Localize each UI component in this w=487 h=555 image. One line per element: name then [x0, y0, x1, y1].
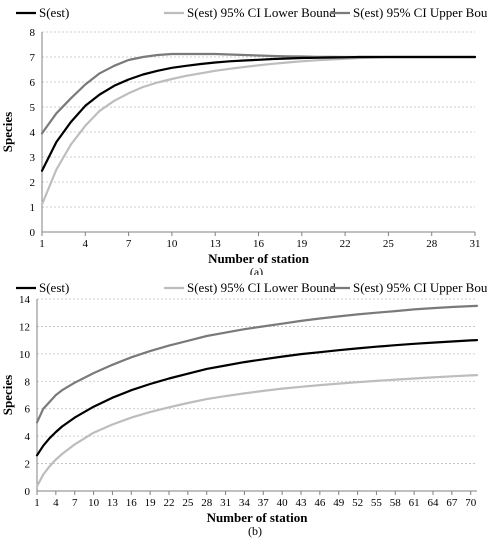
x-tick-label: 67 — [446, 497, 458, 509]
x-tick-label: 22 — [164, 497, 175, 509]
panel-label: (b) — [248, 524, 262, 538]
y-tick-label: 12 — [19, 321, 30, 333]
x-tick-label: 10 — [88, 497, 100, 509]
series-line — [40, 55, 477, 172]
y-tick-label: 2 — [30, 177, 36, 189]
y-tick-label: 3 — [30, 152, 36, 164]
x-tick-label: 7 — [72, 497, 78, 509]
x-tick-label: 7 — [126, 238, 132, 250]
x-tick-label: 31 — [220, 497, 231, 509]
y-tick-label: 4 — [30, 127, 36, 139]
x-tick-label: 16 — [253, 238, 265, 250]
x-tick-label: 64 — [428, 497, 440, 509]
x-axis-title: Number of station — [208, 251, 310, 266]
y-tick-label: 10 — [19, 349, 31, 361]
y-tick-label: 6 — [25, 404, 31, 416]
chart-b: S(est) S(est) 95% CI Lower Bound S(est) 95… — [0, 275, 487, 555]
legend-item: S(est) — [16, 280, 69, 295]
x-tick-label: 28 — [201, 497, 213, 509]
y-axis-title: Species — [0, 112, 15, 152]
x-tick-label: 40 — [277, 497, 289, 509]
y-axis-title: Species — [0, 375, 15, 415]
legend-item: S(est) — [16, 5, 69, 20]
y-tick-label: 8 — [30, 27, 36, 39]
legend-label: S(est) 95% CI Lower Bound — [187, 5, 336, 20]
chart-b-svg: S(est) S(est) 95% CI Lower Bound S(est) 95… — [0, 280, 487, 538]
x-tick-label: 55 — [371, 497, 383, 509]
x-tick-label: 1 — [39, 238, 45, 250]
x-tick-label: 16 — [126, 497, 138, 509]
y-tick-label: 14 — [19, 294, 31, 306]
x-tick-label: 10 — [166, 238, 178, 250]
y-tick-label: 0 — [25, 486, 31, 498]
chart-a-svg: S(est) S(est) 95% CI Lower Bound S(est) 95… — [0, 5, 487, 279]
panel-label: (a) — [250, 265, 263, 275]
y-tick-label: 5 — [30, 102, 36, 114]
legend-label: S(est) — [39, 280, 69, 295]
legend-label: S(est) 95% CI Upper Bound — [353, 5, 487, 20]
y-tick-label: 0 — [30, 227, 36, 239]
x-tick-label: 52 — [352, 497, 363, 509]
x-tick-label: 4 — [53, 497, 59, 509]
legend-label: S(est) 95% CI Lower Bound — [187, 280, 336, 295]
x-tick-label: 46 — [314, 497, 326, 509]
legend-item: S(est) 95% CI Upper Bound — [330, 5, 487, 20]
x-axis-title: Number of station — [207, 510, 309, 525]
chart-a: S(est) S(est) 95% CI Lower Bound S(est) 95… — [0, 5, 487, 279]
y-tick-label: 8 — [25, 376, 31, 388]
x-tick-label: 19 — [145, 497, 157, 509]
x-tick-label: 25 — [182, 497, 194, 509]
series-line — [35, 338, 479, 457]
legend-item: S(est) 95% CI Lower Bound — [164, 5, 336, 20]
x-tick-label: 4 — [83, 238, 89, 250]
x-tick-label: 13 — [210, 238, 222, 250]
x-tick-label: 37 — [258, 497, 270, 509]
y-tick-label: 7 — [30, 52, 36, 64]
x-tick-label: 28 — [426, 238, 438, 250]
legend-label: S(est) 95% CI Upper Bound — [353, 280, 487, 295]
x-tick-label: 70 — [465, 497, 477, 509]
legend-label: S(est) — [39, 5, 69, 20]
x-tick-label: 19 — [296, 238, 308, 250]
y-tick-label: 2 — [25, 459, 31, 471]
legend-item: S(est) 95% CI Upper Bound — [330, 280, 487, 295]
legend-item: S(est) 95% CI Lower Bound — [164, 280, 336, 295]
x-tick-label: 13 — [107, 497, 119, 509]
x-tick-label: 34 — [239, 497, 251, 509]
x-tick-label: 31 — [470, 238, 481, 250]
y-tick-label: 4 — [25, 431, 31, 443]
x-tick-label: 25 — [383, 238, 395, 250]
series-line — [35, 373, 479, 488]
series-line — [35, 304, 479, 424]
y-tick-label: 6 — [30, 77, 36, 89]
x-tick-label: 49 — [333, 497, 345, 509]
x-tick-label: 43 — [296, 497, 308, 509]
x-tick-label: 61 — [409, 497, 420, 509]
x-tick-label: 58 — [390, 497, 402, 509]
x-tick-label: 22 — [340, 238, 351, 250]
y-tick-label: 1 — [30, 202, 36, 214]
x-tick-label: 1 — [34, 497, 40, 509]
